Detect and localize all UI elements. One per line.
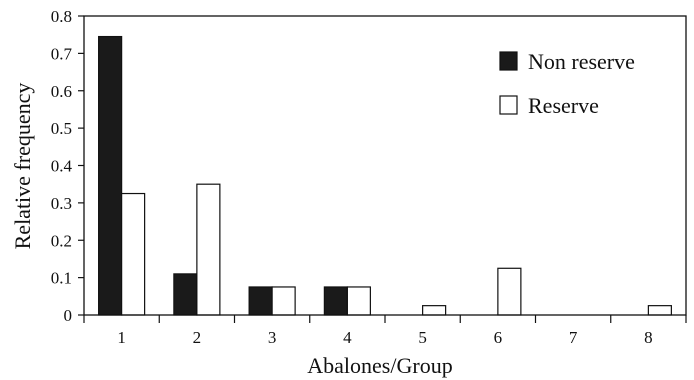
bar-reserve-3 [271,286,296,316]
x-tick-label: 8 [644,328,653,347]
y-tick-label: 0.7 [51,44,73,63]
bar-non-reserve-2 [173,273,198,316]
bar-reserve-5 [422,305,447,316]
y-tick-label: 0.6 [51,82,72,101]
y-tick-label: 0 [64,306,73,325]
legend-label-non-reserve: Non reserve [528,49,635,74]
x-tick-label: 4 [343,328,352,347]
bars-layer [98,35,672,316]
x-axis-title: Abalones/Group [307,353,452,378]
x-tick-label: 7 [569,328,578,347]
x-tick-label: 2 [193,328,202,347]
legend-swatch-reserve [499,95,518,115]
x-tick-label: 5 [418,328,427,347]
bar-reserve-6 [497,267,522,316]
legend: Non reserve Reserve [499,49,635,118]
bar-non-reserve-1 [98,35,123,316]
bar-reserve-2 [196,183,221,316]
x-tick-label: 1 [117,328,126,347]
x-tick-label: 6 [494,328,503,347]
bar-non-reserve-4 [323,286,348,316]
bar-non-reserve-3 [248,286,273,316]
bar-reserve-8 [647,305,672,316]
y-tick-label: 0.4 [51,157,73,176]
y-tick-label: 0.5 [51,119,72,138]
y-tick-label: 0.3 [51,194,72,213]
bar-reserve-4 [346,286,371,316]
x-tick-label: 3 [268,328,277,347]
legend-label-reserve: Reserve [528,93,599,118]
legend-swatch-non-reserve [499,51,518,71]
y-tick-label: 0.1 [51,269,72,288]
ticks-layer: 0 0.1 0.2 0.3 0.4 0.5 0.6 0.7 0.8 1 2 3 4 5 6 7 8 [51,7,687,347]
y-tick-label: 0.2 [51,231,72,250]
bar-reserve-1 [121,192,146,316]
y-tick-label: 0.8 [51,7,72,26]
y-axis-title: Relative frequency [10,83,35,250]
